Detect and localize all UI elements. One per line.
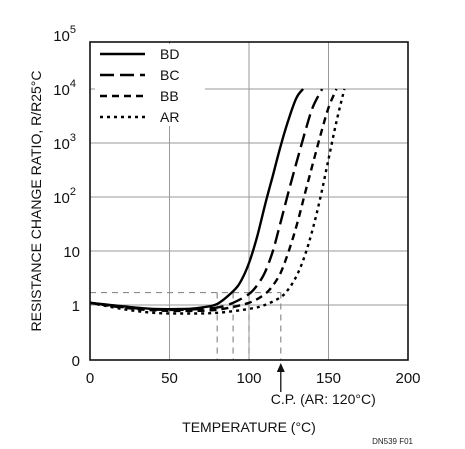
y-tick-label: 102 — [53, 186, 76, 207]
series-line-bc — [89, 88, 324, 312]
reference-lines — [90, 291, 282, 360]
y-axis-label: RESISTANCE CHANGE RATIO, R/R25°C — [28, 70, 44, 331]
x-tick-label: 0 — [86, 370, 94, 387]
y-tick-label: 10 — [63, 244, 80, 261]
legend-label-bb: BB — [160, 88, 179, 104]
x-tick-label: 200 — [395, 370, 420, 387]
y-tick-labels: 0 1 10 102 103 104 105 — [53, 24, 80, 370]
legend: BD BC BB AR — [95, 44, 205, 126]
legend-label-bc: BC — [160, 67, 179, 83]
y-tick-label: 1 — [72, 298, 80, 315]
figure-id: DN539 F01 — [372, 437, 413, 446]
x-tick-label: 150 — [316, 370, 341, 387]
plot-frame — [89, 41, 409, 361]
x-tick-label: 50 — [161, 370, 178, 387]
legend-label-ar: AR — [160, 109, 179, 125]
legend-label-bd: BD — [160, 46, 179, 62]
y-tick-label: 105 — [53, 24, 76, 45]
series-line-ar — [89, 88, 346, 315]
cp-label: C.P. (AR: 120°C) — [271, 391, 376, 407]
cp-annotation: C.P. (AR: 120°C) — [271, 363, 376, 407]
y-tick-label: 0 — [72, 353, 80, 370]
y-tick-label: 103 — [53, 132, 76, 153]
series-line-bb — [89, 88, 338, 313]
x-tick-labels: 0 50 100 150 200 — [86, 370, 421, 387]
x-tick-label: 100 — [236, 370, 261, 387]
cp-arrow-icon — [276, 363, 285, 372]
y-tick-label: 104 — [53, 78, 76, 99]
legend-background — [95, 44, 205, 126]
series-group — [89, 88, 346, 315]
x-axis-label: TEMPERATURE (°C) — [182, 419, 316, 435]
